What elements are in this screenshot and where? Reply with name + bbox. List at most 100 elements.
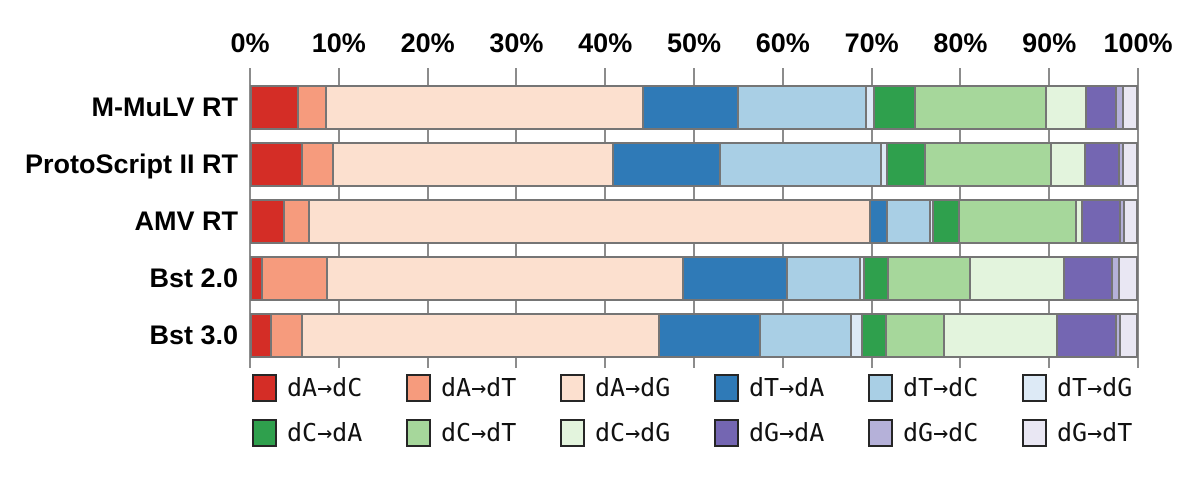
bar-segment	[684, 258, 788, 299]
legend-label: dG→dC	[903, 418, 979, 447]
row-label: M-MuLV RT	[91, 92, 238, 122]
legend-swatch-icon	[868, 374, 893, 402]
legend-swatch-icon	[868, 419, 893, 447]
bar-segment	[1112, 258, 1120, 299]
legend-label: dT→dA	[749, 373, 825, 402]
gridline-100	[1137, 68, 1139, 368]
legend-swatch-icon	[560, 419, 585, 447]
bar-segment	[1058, 315, 1118, 356]
bar-segment	[1123, 87, 1136, 128]
bar-segment	[303, 315, 661, 356]
stacked-bar	[250, 142, 1138, 187]
legend-item: dC→dA	[252, 417, 406, 449]
bar-segment	[252, 144, 304, 185]
bar-segment	[252, 258, 263, 299]
bar-segment	[328, 258, 685, 299]
legend-label: dG→dT	[1057, 418, 1133, 447]
legend-swatch-icon	[406, 419, 431, 447]
bar-segment	[886, 315, 945, 356]
bar-segment	[272, 315, 304, 356]
y-axis-category-labels: M-MuLV RT ProtoScript II RT AMV RT Bst 2.0 B…	[0, 68, 238, 368]
legend-label: dT→dC	[903, 373, 979, 402]
bar-segment	[1117, 87, 1124, 128]
x-tick-label: 10%	[311, 28, 366, 58]
bar-segment	[1120, 144, 1125, 185]
bar-segment	[889, 258, 971, 299]
bar-segment	[298, 87, 328, 128]
row-label: AMV RT	[134, 206, 239, 236]
bar-segment	[1120, 201, 1126, 242]
bar-segment	[1076, 201, 1083, 242]
x-tick-label: 100%	[1103, 28, 1173, 58]
legend-item: dG→dC	[868, 417, 1022, 449]
bar-segment	[1124, 144, 1136, 185]
stacked-bar	[250, 313, 1138, 358]
legend-item: dC→dG	[560, 417, 714, 449]
bar-segment	[262, 258, 328, 299]
bar-segment	[915, 87, 1047, 128]
legend-swatch-icon	[560, 374, 585, 402]
legend-label: dA→dG	[595, 373, 671, 402]
bar-segment	[934, 201, 961, 242]
bar-segment	[882, 144, 889, 185]
row-label: Bst 2.0	[149, 263, 238, 293]
stacked-bar	[250, 85, 1138, 130]
legend-swatch-icon	[406, 374, 431, 402]
legend-item: dA→dG	[560, 372, 714, 404]
legend-label: dA→dC	[287, 373, 363, 402]
bar-segment	[960, 201, 1077, 242]
legend-swatch-icon	[1022, 419, 1047, 447]
legend-label: dC→dG	[595, 418, 671, 447]
bar-segment	[1119, 258, 1136, 299]
bar-segment	[865, 258, 890, 299]
x-tick-label: 50%	[666, 28, 722, 58]
bar-segment	[252, 201, 285, 242]
bar-segment	[252, 87, 299, 128]
bar-segment	[327, 87, 644, 128]
bar-segment	[930, 201, 935, 242]
bar-segment	[787, 258, 862, 299]
bar-segment	[613, 144, 721, 185]
stacked-bar	[250, 199, 1138, 244]
bar-segment	[1051, 144, 1087, 185]
row-label: Bst 3.0	[149, 320, 238, 350]
bar-segment	[970, 258, 1066, 299]
bar-segment	[1117, 315, 1121, 356]
legend-label: dG→dA	[749, 418, 825, 447]
bar-segment	[926, 144, 1052, 185]
bar-segment	[875, 87, 916, 128]
legend-item: dT→dG	[1022, 372, 1176, 404]
x-tick-label: 40%	[578, 28, 633, 58]
bar-segment	[252, 315, 273, 356]
bar-segment	[867, 87, 876, 128]
bar-segment	[887, 201, 931, 242]
legend-swatch-icon	[714, 374, 739, 402]
bar-segment	[739, 87, 868, 128]
bar-segment	[720, 144, 883, 185]
bar-segment	[852, 315, 863, 356]
bar-segment	[888, 144, 927, 185]
bar-segment	[1125, 201, 1136, 242]
x-tick-label: 90%	[1022, 28, 1077, 58]
bar-segment	[660, 315, 762, 356]
bar-segment	[310, 201, 871, 242]
legend-label: dA→dT	[441, 373, 517, 402]
bar-segment	[1086, 144, 1121, 185]
bar-segment	[870, 201, 888, 242]
legend-label: dT→dG	[1057, 373, 1133, 402]
bar-segment	[643, 87, 740, 128]
legend-swatch-icon	[252, 419, 277, 447]
bar-segment	[303, 144, 335, 185]
plot-area	[249, 68, 1139, 368]
legend-item: dG→dT	[1022, 417, 1176, 449]
stacked-bar	[250, 256, 1138, 301]
legend-item: dA→dT	[406, 372, 560, 404]
x-axis: 0% 10% 20% 30% 40% 50% 60% 70% 80% 90% 100%	[230, 24, 1172, 62]
bar-segment	[1087, 87, 1118, 128]
legend-swatch-icon	[252, 374, 277, 402]
legend-item: dT→dC	[868, 372, 1022, 404]
row-label: ProtoScript II RT	[24, 149, 238, 179]
bar-segment	[1046, 87, 1088, 128]
legend-item: dG→dA	[714, 417, 868, 449]
